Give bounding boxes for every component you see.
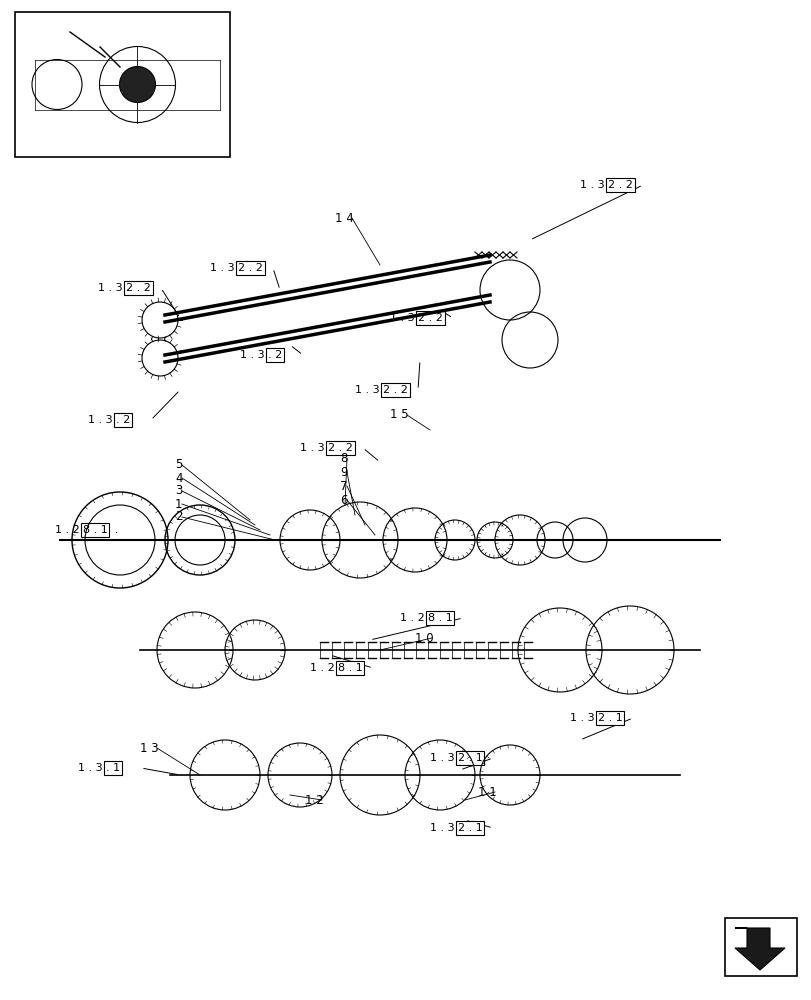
Text: 1 . 3: 1 . 3 [579, 180, 604, 190]
Text: 4: 4 [175, 472, 182, 485]
Text: 1 . 2: 1 . 2 [310, 663, 334, 673]
Text: 1 . 3: 1 . 3 [88, 415, 113, 425]
Text: . 2: . 2 [116, 415, 130, 425]
Text: 1 . 2: 1 . 2 [55, 525, 79, 535]
Text: 2 . 2: 2 . 2 [607, 180, 632, 190]
Polygon shape [734, 928, 784, 970]
Text: 1: 1 [175, 497, 182, 510]
Text: 2 . 2: 2 . 2 [418, 313, 442, 323]
Text: 2: 2 [175, 510, 182, 524]
Text: 1 . 3: 1 . 3 [354, 385, 380, 395]
Text: 1 . 3: 1 . 3 [389, 313, 414, 323]
Circle shape [119, 66, 156, 103]
Text: 1 . 3: 1 . 3 [78, 763, 102, 773]
Text: 8 . 1: 8 . 1 [83, 525, 108, 535]
Text: 6: 6 [340, 493, 347, 506]
Text: 1 . 3: 1 . 3 [430, 823, 454, 833]
Text: . 1: . 1 [106, 763, 120, 773]
Text: 1 4: 1 4 [335, 212, 354, 225]
Text: 1 . 3: 1 . 3 [210, 263, 234, 273]
Text: 8: 8 [340, 452, 347, 464]
Bar [724, 918, 796, 976]
Text: 1 2: 1 2 [305, 794, 324, 806]
Text: 2 . 1: 2 . 1 [457, 823, 483, 833]
Text: 1 0: 1 0 [414, 632, 433, 645]
Text: 1 . 3: 1 . 3 [98, 283, 122, 293]
Text: 7: 7 [340, 480, 347, 492]
Text: 9: 9 [340, 466, 347, 479]
Text: 8 . 1: 8 . 1 [337, 663, 363, 673]
Text: 2 . 1: 2 . 1 [597, 713, 622, 723]
Text: 1 . 3: 1 . 3 [240, 350, 264, 360]
Text: 1 . 3: 1 . 3 [430, 753, 454, 763]
Text: 1 . 3: 1 . 3 [569, 713, 594, 723]
Bar [15, 12, 230, 157]
Text: 8 . 1: 8 . 1 [427, 613, 453, 623]
Text: 2 . 2: 2 . 2 [328, 443, 353, 453]
Text: . 2: . 2 [268, 350, 282, 360]
Text: 2 . 2: 2 . 2 [126, 283, 151, 293]
Text: 3: 3 [175, 485, 182, 497]
Text: 2 . 2: 2 . 2 [383, 385, 407, 395]
Text: 2 . 1: 2 . 1 [457, 753, 483, 763]
Text: 1 . 3: 1 . 3 [299, 443, 324, 453]
Text: 1 1: 1 1 [478, 786, 496, 798]
Text: 2 . 2: 2 . 2 [238, 263, 263, 273]
Text: 1 . 2: 1 . 2 [400, 613, 424, 623]
Text: 5: 5 [175, 458, 182, 472]
Text: 1 5: 1 5 [389, 408, 408, 422]
Text: 1 3: 1 3 [139, 742, 158, 754]
